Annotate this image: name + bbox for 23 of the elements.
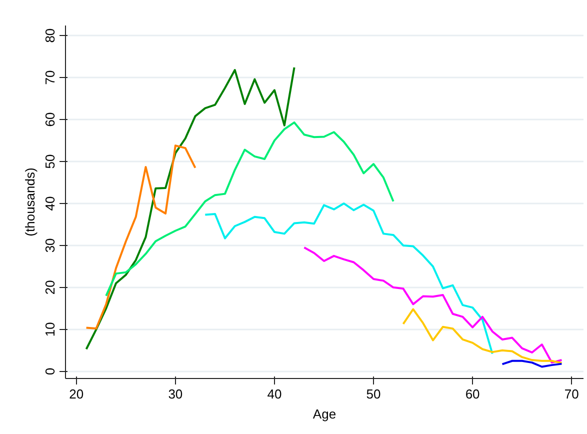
- y-tick-label: 30: [42, 238, 58, 253]
- y-axis-title: (thousands): [22, 168, 38, 236]
- x-tick-label: 60: [465, 386, 480, 402]
- x-tick-label: 50: [366, 386, 381, 402]
- x-tick-label: 20: [69, 386, 84, 402]
- line-series: [85, 66, 296, 350]
- line-series: [303, 246, 563, 364]
- y-tick-label: 50: [42, 154, 58, 169]
- y-tick-label: 40: [42, 196, 58, 211]
- x-tick-label: 40: [267, 386, 282, 402]
- x-tick-label: 30: [168, 386, 183, 402]
- line-series: [204, 202, 494, 355]
- y-tick-label: 20: [42, 280, 58, 295]
- line-series: [105, 121, 394, 297]
- y-tick-label: 10: [42, 322, 58, 337]
- x-tick-label: 70: [564, 386, 579, 402]
- y-tick-label: 80: [42, 28, 58, 43]
- x-axis-title: Age: [312, 406, 336, 422]
- y-tick-label: 0: [42, 368, 58, 375]
- line-series: [85, 144, 196, 330]
- y-tick-label: 70: [42, 70, 58, 85]
- line-series: [402, 308, 563, 364]
- y-tick-label: 60: [42, 112, 58, 127]
